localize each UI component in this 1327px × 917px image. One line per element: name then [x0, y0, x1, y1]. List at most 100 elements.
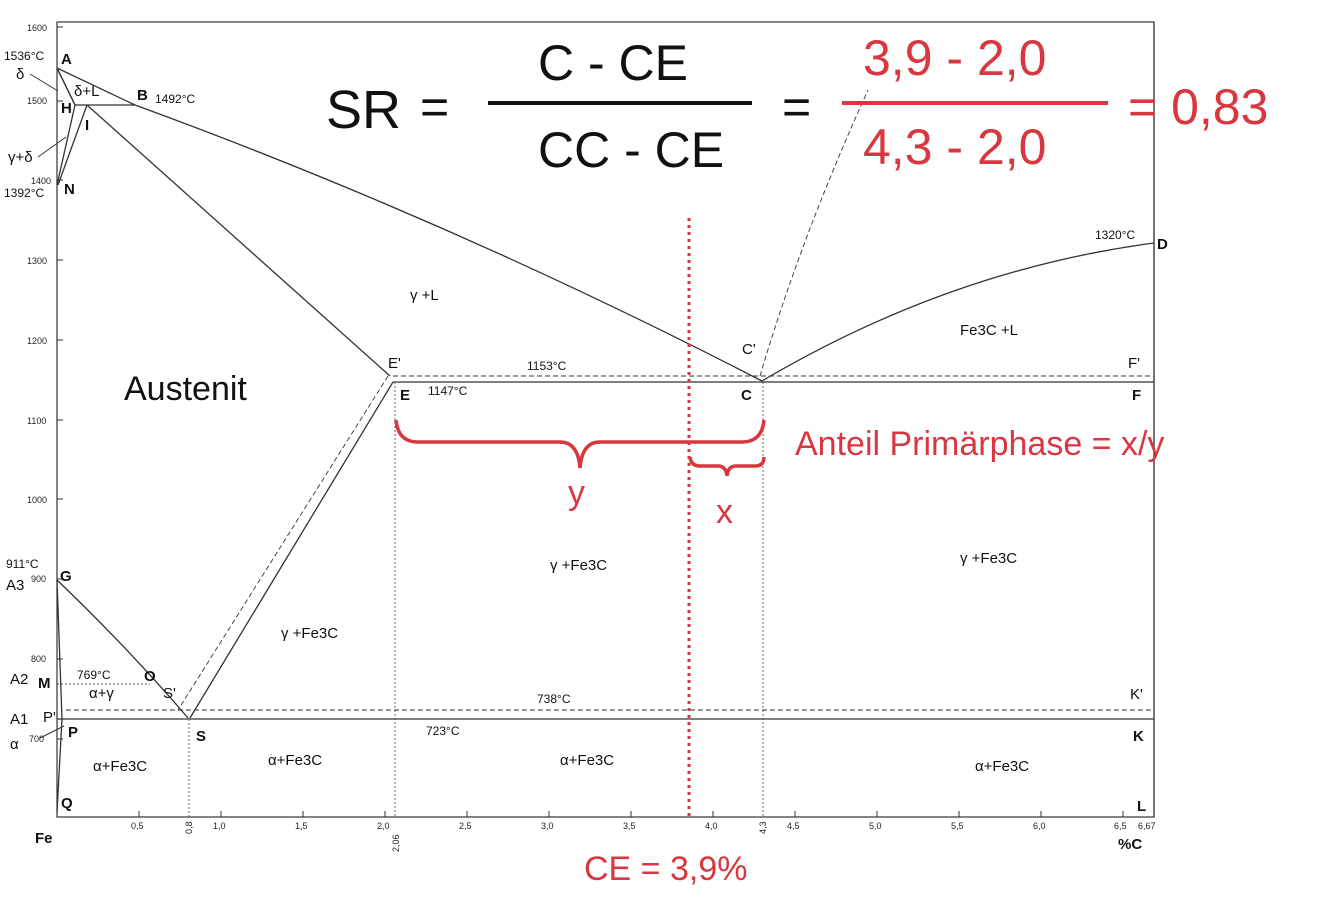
x-tick-1-5: 1,5: [295, 821, 308, 831]
point-F: F: [1132, 387, 1141, 404]
x-tick-2-5: 2,5: [459, 821, 472, 831]
phase-alpha: α: [10, 736, 19, 753]
point-O: O: [144, 668, 156, 685]
point-C-prime: C': [742, 341, 756, 358]
point-K-prime: K': [1130, 686, 1143, 703]
y-tick-1200: 1200: [27, 336, 47, 346]
temp-N: 1392°C: [4, 186, 44, 200]
point-F-prime: F': [1128, 355, 1140, 372]
x-tick-2-0: 2,0: [377, 821, 390, 831]
x-label: x: [716, 493, 733, 531]
y-tick-800: 800: [31, 654, 46, 664]
temp-eutectic-stable: 1153°C: [527, 359, 567, 373]
x-origin-label: Fe: [35, 830, 53, 847]
x-tick-0-8: 0,8: [184, 821, 194, 834]
stable-system-lines: [66, 89, 1154, 711]
point-N: N: [64, 181, 75, 198]
x-tick-2-06: 2,06: [391, 834, 401, 852]
austenit-label: Austenit: [124, 370, 247, 408]
formula-numerator: C - CE: [538, 35, 688, 91]
phase-gamma-fe3c-2: γ +Fe3C: [960, 550, 1017, 567]
temp-D: 1320°C: [1095, 228, 1135, 242]
y-label: y: [568, 474, 585, 512]
label-A2: A2: [10, 671, 28, 688]
phase-gamma-fe3c-1: γ +Fe3C: [550, 557, 607, 574]
y-tick-700: 700: [29, 734, 44, 744]
phase-delta-L: δ+L: [74, 83, 99, 100]
temp-eutectoid-stable: 738°C: [537, 692, 571, 706]
x-tick-4-3: 4,3: [758, 821, 768, 834]
y-tick-1100: 1100: [27, 416, 46, 426]
y-brace: [394, 419, 766, 469]
point-H: H: [61, 100, 72, 117]
phase-gamma-fe3c-3: γ +Fe3C: [281, 625, 338, 642]
temp-A: 1536°C: [4, 49, 44, 63]
dotted-verticals: [57, 382, 764, 817]
point-L: L: [1137, 798, 1146, 815]
formula-result: = 0,83: [1128, 79, 1268, 135]
phase-alpha-gamma: α+γ: [89, 685, 114, 702]
phase-gamma-L: γ +L: [410, 287, 439, 304]
y-tick-1600: 1600: [27, 23, 47, 33]
point-A: A: [61, 51, 72, 68]
x-tick-6-5: 6,5: [1114, 821, 1127, 831]
ce-label: CE = 3,9%: [584, 850, 747, 888]
x-tick-4-0: 4,0: [705, 821, 718, 831]
x-tick-6-67: 6,67: [1138, 821, 1156, 831]
formula-num-values: 3,9 - 2,0: [863, 30, 1046, 86]
y-tick-1500: 1500: [27, 96, 47, 106]
formula-denominator: CC - CE: [538, 122, 724, 178]
x-brace: [688, 456, 766, 477]
point-E-prime: E': [388, 355, 401, 372]
label-A1: A1: [10, 711, 28, 728]
x-tick-4-5: 4,5: [787, 821, 800, 831]
temp-G: 911°C: [6, 557, 39, 571]
alpha-pointer: [39, 725, 65, 739]
y-axis: [57, 26, 63, 740]
y-tick-1400: 1400: [31, 176, 51, 186]
x-tick-0-5: 0,5: [131, 821, 144, 831]
point-I: I: [85, 117, 89, 134]
phase-alpha-fe3c-1: α+Fe3C: [93, 758, 147, 775]
point-M: M: [38, 675, 51, 692]
fraction-annotation: Anteil Primärphase = x/y: [795, 425, 1164, 463]
x-tick-5-0: 5,0: [869, 821, 882, 831]
temp-M: 769°C: [77, 668, 111, 682]
phase-lines: [56, 67, 1155, 813]
x-tick-6-0: 6,0: [1033, 821, 1046, 831]
temp-eutectoid: 723°C: [426, 724, 460, 738]
point-S: S: [196, 728, 206, 745]
phase-fe3c-L: Fe3C +L: [960, 322, 1018, 339]
point-P: P: [68, 724, 78, 741]
point-Q: Q: [61, 795, 73, 812]
gamma-delta-pointer: [37, 136, 67, 158]
phase-delta: δ: [16, 66, 24, 83]
x-tick-5-5: 5,5: [951, 821, 964, 831]
point-E: E: [400, 387, 410, 404]
formula-equals-1: =: [420, 79, 449, 135]
phase-alpha-fe3c-2: α+Fe3C: [268, 752, 322, 769]
y-tick-900: 900: [31, 574, 46, 584]
phase-alpha-fe3c-4: α+Fe3C: [975, 758, 1029, 775]
point-C: C: [741, 387, 752, 404]
x-tick-1-0: 1,0: [213, 821, 226, 831]
phase-gamma-delta: γ+δ: [8, 149, 33, 166]
point-S-prime: S': [163, 685, 176, 702]
formula-den-values: 4,3 - 2,0: [863, 119, 1046, 175]
x-axis: [138, 811, 1124, 817]
y-tick-1000: 1000: [27, 495, 47, 505]
temp-B: 1492°C: [155, 92, 195, 106]
x-tick-3-5: 3,5: [623, 821, 636, 831]
point-K: K: [1133, 728, 1144, 745]
x-unit-label: %C: [1118, 836, 1142, 853]
x-tick-3-0: 3,0: [541, 821, 554, 831]
formula-lhs: SR: [326, 80, 401, 140]
label-A3: A3: [6, 577, 24, 594]
point-P-prime: P': [43, 709, 56, 726]
phase-alpha-fe3c-3: α+Fe3C: [560, 752, 614, 769]
y-tick-1300: 1300: [27, 256, 47, 266]
point-B: B: [137, 87, 148, 104]
temp-eutectic: 1147°C: [428, 384, 468, 398]
delta-pointer: [29, 73, 59, 92]
